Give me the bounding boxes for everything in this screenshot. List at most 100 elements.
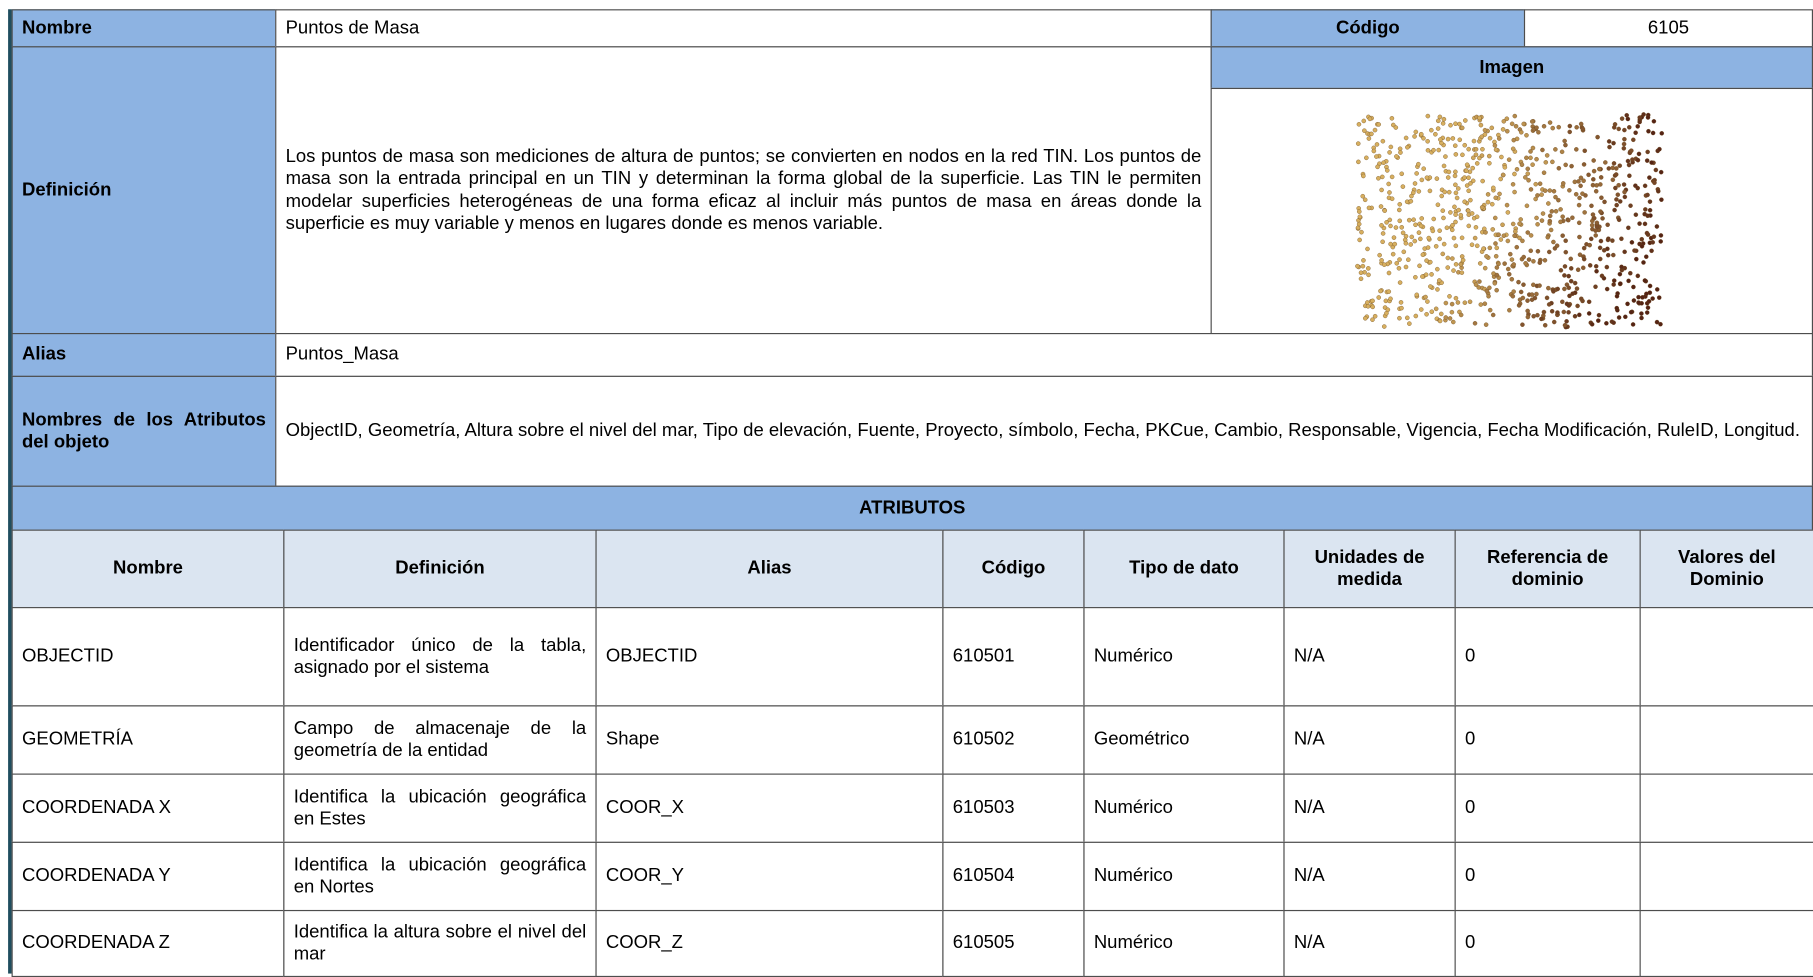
point <box>1493 241 1498 246</box>
point <box>1357 214 1363 220</box>
point <box>1386 181 1391 187</box>
table-cell-text: N/A <box>1293 798 1325 818</box>
point <box>1650 296 1655 301</box>
point <box>1365 300 1370 305</box>
point <box>1591 158 1596 163</box>
point <box>1580 126 1586 132</box>
point <box>1593 188 1599 194</box>
point <box>1462 142 1467 148</box>
point <box>1470 165 1475 171</box>
point <box>1645 305 1651 310</box>
column-header-text: Alias <box>747 558 792 579</box>
point <box>1600 216 1605 221</box>
point <box>1403 135 1409 141</box>
table-cell: Campo de almacenaje de la geometría de l… <box>283 705 597 775</box>
point <box>1414 292 1420 298</box>
point <box>1549 209 1555 214</box>
point <box>1380 174 1385 180</box>
point <box>1593 228 1598 233</box>
point <box>1458 212 1464 218</box>
point <box>1619 264 1624 270</box>
point <box>1486 293 1491 299</box>
point <box>1588 236 1594 242</box>
table-cell-text: Shape <box>605 730 660 750</box>
point <box>1425 148 1431 153</box>
table-cell: N/A <box>1283 607 1456 707</box>
point <box>1466 223 1472 229</box>
point <box>1411 217 1416 222</box>
label-text: Definición <box>21 180 112 200</box>
point <box>1594 183 1599 188</box>
point <box>1596 318 1601 323</box>
point <box>1418 223 1424 229</box>
point <box>1487 135 1493 141</box>
table-cell-text: Numérico <box>1093 798 1173 818</box>
point <box>1647 283 1653 289</box>
point <box>1453 212 1458 217</box>
point <box>1370 298 1375 304</box>
point <box>1387 217 1393 223</box>
table-cell: Shape <box>595 705 944 775</box>
point <box>1472 235 1478 241</box>
table-cell <box>1639 909 1813 977</box>
point <box>1493 253 1499 259</box>
point <box>1526 178 1531 183</box>
point <box>1644 230 1650 236</box>
point <box>1385 307 1391 313</box>
point <box>1505 210 1511 215</box>
point <box>1429 309 1435 314</box>
point <box>1625 301 1630 307</box>
point <box>1458 312 1464 318</box>
point <box>1452 204 1457 210</box>
table-cell-text: COOR_X <box>605 798 685 818</box>
point <box>1439 311 1444 317</box>
point <box>1498 176 1503 182</box>
point <box>1637 115 1642 120</box>
point <box>1473 282 1479 287</box>
table-cell-text: Campo de almacenaje de la geometría de l… <box>293 718 587 761</box>
point <box>1408 198 1414 204</box>
point <box>1622 127 1627 133</box>
point <box>1568 278 1574 284</box>
point <box>1645 149 1650 155</box>
point <box>1398 300 1404 305</box>
point <box>1397 280 1403 285</box>
point <box>1525 230 1531 235</box>
point <box>1659 197 1664 202</box>
point <box>1455 300 1461 305</box>
point <box>1658 239 1663 244</box>
point <box>1556 124 1561 130</box>
column-header: Referencia de dominio <box>1454 529 1641 609</box>
point <box>1417 263 1422 269</box>
table-cell-text: COORDENADA Z <box>21 933 170 954</box>
point <box>1549 309 1555 314</box>
point <box>1642 183 1648 189</box>
point <box>1482 301 1488 307</box>
point <box>1413 313 1419 319</box>
point <box>1481 246 1486 251</box>
point <box>1604 264 1610 270</box>
label: Alias <box>11 333 277 377</box>
point <box>1563 142 1568 148</box>
column-header: Código <box>942 529 1085 609</box>
point <box>1560 181 1566 186</box>
point <box>1560 299 1565 305</box>
point <box>1629 240 1635 245</box>
table-cell: COOR_Z <box>595 909 944 977</box>
point <box>1445 255 1451 261</box>
point <box>1636 300 1641 305</box>
point <box>1510 221 1516 227</box>
point <box>1438 137 1443 142</box>
point <box>1494 265 1500 270</box>
point <box>1544 153 1550 158</box>
table-cell: 610503 <box>942 773 1085 843</box>
point <box>1513 229 1518 234</box>
point <box>1611 140 1616 146</box>
point <box>1525 314 1531 320</box>
point <box>1625 158 1631 164</box>
table-cell: COOR_X <box>595 773 944 843</box>
point <box>1423 294 1428 300</box>
point <box>1541 124 1547 129</box>
